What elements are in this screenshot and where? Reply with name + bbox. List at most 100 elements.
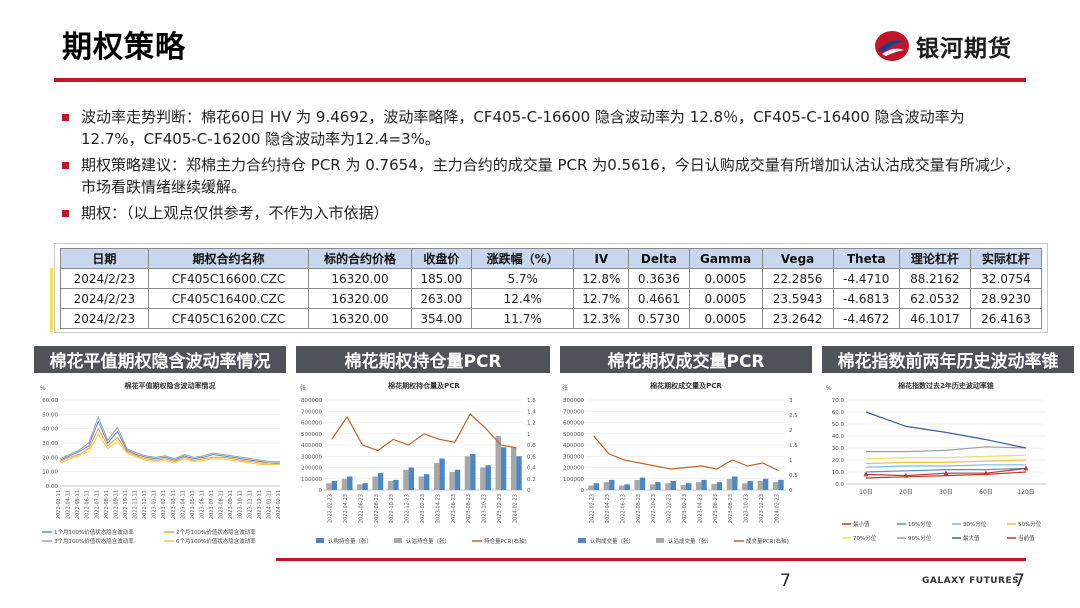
bar-call [701, 479, 707, 490]
bar-put [326, 483, 332, 490]
table-cell: 354.00 [410, 308, 472, 329]
bar-call [639, 477, 646, 490]
table-header-cell: 期权合约名称 [147, 248, 310, 269]
x-tick-label: 2023-01-11 [152, 490, 158, 519]
bar-put [711, 483, 717, 490]
y-tick-label: 30.0 [832, 446, 845, 452]
bullet-item: 期权策略建议：郑棉主力合约持仓 PCR 为 0.7654，主力合约的成交量 PC… [62, 154, 1022, 198]
bar-put [649, 484, 656, 490]
x-tick-label: 2022-07-11 [94, 490, 100, 519]
x-tick-label: 2023-06-23 [451, 494, 457, 523]
legend-label: 最小值 [853, 520, 870, 528]
bar-call [377, 473, 384, 490]
legend-label: 50%分位 [1018, 520, 1042, 528]
legend-label: 最大值 [963, 534, 980, 542]
x-tick-label: 2022-08-23 [636, 494, 642, 523]
x-tick-label: 2023-12-23 [759, 494, 765, 523]
x-tick-label: 2023-08-11 [219, 490, 225, 519]
chart-title: 棉花期权持仓量及PCR [388, 381, 460, 390]
table-cell: 16320.00 [308, 288, 412, 309]
x-tick-label: 2023-11-11 [247, 490, 253, 519]
bullet-text: 期权策略建议：郑棉主力合约持仓 PCR 为 0.7654，主力合约的成交量 PC… [81, 156, 1020, 196]
table-row: 2024/2/23 CF405C16600.CZC 16320.00 185.00 5.… [60, 268, 1043, 289]
table-cell: 16320.00 [308, 268, 412, 289]
x-tick-label: 2022-11-11 [133, 490, 139, 519]
y-tick-label: 200000 [301, 466, 322, 472]
y-tick-label: 700000 [301, 409, 322, 415]
x-tick-label: 2023-04-23 [435, 494, 441, 523]
chart-title: 棉花指数过去2年历史波动率锥 [898, 381, 994, 390]
table-cell: 0.0005 [688, 268, 763, 289]
table-cell: -4.4672 [832, 308, 900, 329]
table-header-cell: 理论杠杆 [898, 248, 971, 269]
series-line [59, 415, 280, 463]
y-tick-label: 100000 [563, 477, 584, 483]
x-tick-label: 2023-02-23 [682, 494, 688, 523]
bar-put [357, 484, 363, 490]
y2-tick-label: 3 [789, 398, 793, 404]
table-cell: 2024/2/23 [60, 268, 149, 289]
series-line [865, 411, 1027, 449]
table-header-cell: 日期 [60, 248, 149, 269]
current-marker [903, 472, 909, 478]
table-cell: 5.7% [470, 268, 575, 289]
option-table: 日期 期权合约名称 标的合约价格 收盘价 涨跌幅（%） IV Delta Gam… [60, 248, 1043, 329]
footer-divider [276, 558, 1026, 561]
y-axis-label: % [40, 385, 46, 392]
legend-label: 1个月100%价值状态隐含波动率 [54, 528, 134, 536]
y2-tick-label: 1.2 [527, 421, 536, 427]
legend-swatch [578, 538, 586, 543]
chart-title: 棉花平值期权隐含波动率情况 [125, 381, 216, 390]
y2-tick-label: 2.5 [789, 413, 798, 419]
x-tick-label: 2023-09-11 [228, 490, 234, 519]
legend-label: 3个月100%价值状态隐含波动率 [54, 537, 134, 545]
bullet-item: 期权：（以上观点仅供参考，不作为入市依据） [62, 202, 1022, 224]
y2-tick-label: 1.4 [527, 409, 536, 415]
y2-tick-label: 0.6 [527, 454, 536, 460]
bar-put [403, 469, 409, 490]
legend-label: 10%分位 [908, 520, 932, 528]
bar-put [588, 485, 594, 490]
bar-put [680, 484, 686, 490]
table-cell: CF405C16200.CZC [147, 308, 310, 329]
y2-tick-label: 0.2 [527, 477, 536, 483]
y-tick-label: 600000 [301, 421, 322, 427]
bar-call [762, 478, 769, 490]
table-cell: 0.5730 [628, 308, 690, 329]
bar-call [362, 483, 368, 490]
current-marker [1023, 465, 1029, 471]
x-tick-label: 2023-08-23 [728, 494, 734, 523]
x-tick-label: 2022-06-23 [358, 494, 364, 523]
x-tick-label: 2022-03-11 [56, 490, 62, 519]
volume-pcr-chart: 棉花期权成交量及PCR 张 800000 700000 600000 500000 4000… [558, 376, 814, 552]
bar-put [665, 483, 671, 490]
y-tick-label: 700000 [563, 409, 584, 415]
highlight-marker [50, 268, 53, 332]
x-tick-label: 2023-07-11 [209, 490, 215, 519]
bar-put [772, 482, 779, 490]
legend-label: 认购成交量（张） [590, 537, 634, 545]
pcr-line [331, 413, 517, 452]
y-tick-label: 100000 [301, 477, 322, 483]
y-tick-label: 500000 [563, 432, 584, 438]
series-line [865, 471, 1027, 479]
table-cell: 23.5943 [761, 288, 834, 309]
table-header-cell: Delta [628, 248, 690, 269]
x-tick-label: 2022-02-23 [328, 494, 334, 523]
x-tick-label: 2024-02-23 [774, 494, 780, 523]
y-tick-label: 400000 [301, 443, 322, 449]
y-axis-label: 张 [562, 384, 568, 392]
x-tick-label: 2023-05-11 [190, 490, 196, 519]
x-tick-label: 2023-12-23 [497, 494, 503, 523]
bar-put [341, 478, 348, 490]
y-tick-label: 500000 [301, 432, 322, 438]
bar-put [449, 472, 455, 490]
page-number: 7 [780, 571, 791, 591]
y-tick-label: 300000 [563, 454, 584, 460]
bar-call [393, 479, 399, 490]
y2-tick-label: 1.5 [789, 443, 798, 449]
bar-put [464, 456, 471, 490]
x-tick-label: 120日 [1017, 489, 1034, 496]
x-tick-label: 2023-02-23 [420, 494, 426, 523]
x-tick-label: 2022-10-23 [389, 494, 395, 523]
